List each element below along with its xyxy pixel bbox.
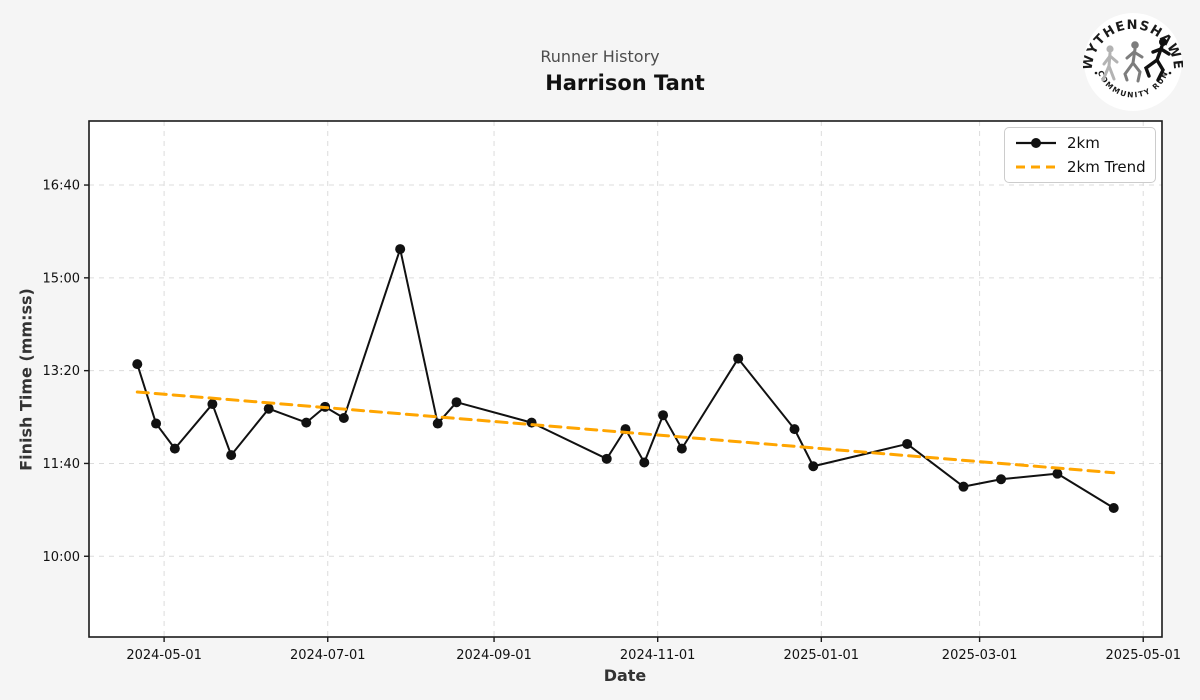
sprinter-icon — [1143, 38, 1171, 82]
runner-name-title: Harrison Tant — [545, 71, 705, 95]
svg-text:13:20: 13:20 — [43, 364, 80, 379]
svg-text:11:40: 11:40 — [43, 457, 80, 472]
legend-label-2km-trend: 2km Trend — [1067, 158, 1146, 176]
plot-frame — [88, 120, 1163, 638]
logo-right-dot — [1168, 71, 1172, 75]
chart-subtitle: Runner History — [540, 47, 660, 66]
series-2km-trend-line — [135, 390, 1116, 475]
series-2km-line — [132, 244, 1119, 513]
svg-text:10:00: 10:00 — [43, 550, 80, 565]
jogger-icon — [1123, 41, 1144, 83]
svg-text:2024-05-01: 2024-05-01 — [126, 648, 202, 663]
svg-text:16:40: 16:40 — [43, 179, 80, 194]
axis-tick-labels: 2024-05-01 2024-07-01 2024-09-01 2024-11-01… — [43, 179, 1181, 663]
logo-left-dot — [1094, 71, 1098, 75]
legend-entry-2km: 2km — [1005, 134, 1155, 152]
legend-entry-2km-trend: 2km Trend — [1005, 158, 1155, 176]
legend-dashed-line-icon — [1016, 165, 1056, 169]
svg-text:15:00: 15:00 — [43, 271, 80, 286]
svg-text:2024-07-01: 2024-07-01 — [290, 648, 366, 663]
svg-text:2024-09-01: 2024-09-01 — [456, 648, 532, 663]
x-axis-label: Date — [603, 666, 647, 685]
y-axis-label: Finish Time (mm:ss) — [16, 288, 36, 471]
axis-ticks — [84, 184, 1144, 642]
walker-icon — [1101, 45, 1119, 82]
wythenshawe-community-run-logo: WYTHENSHAWE COMMUNITY RUN — [1083, 13, 1183, 111]
plot-area — [89, 121, 1162, 637]
svg-text:2025-05-01: 2025-05-01 — [1105, 648, 1181, 663]
svg-text:2025-01-01: 2025-01-01 — [784, 648, 860, 663]
chart-legend: 2km 2km Trend — [1004, 127, 1156, 183]
legend-line-marker-icon — [1016, 138, 1056, 148]
legend-label-2km: 2km — [1067, 134, 1100, 152]
svg-text:2025-03-01: 2025-03-01 — [942, 648, 1018, 663]
gridlines — [89, 121, 1162, 637]
svg-text:2024-11-01: 2024-11-01 — [620, 648, 696, 663]
